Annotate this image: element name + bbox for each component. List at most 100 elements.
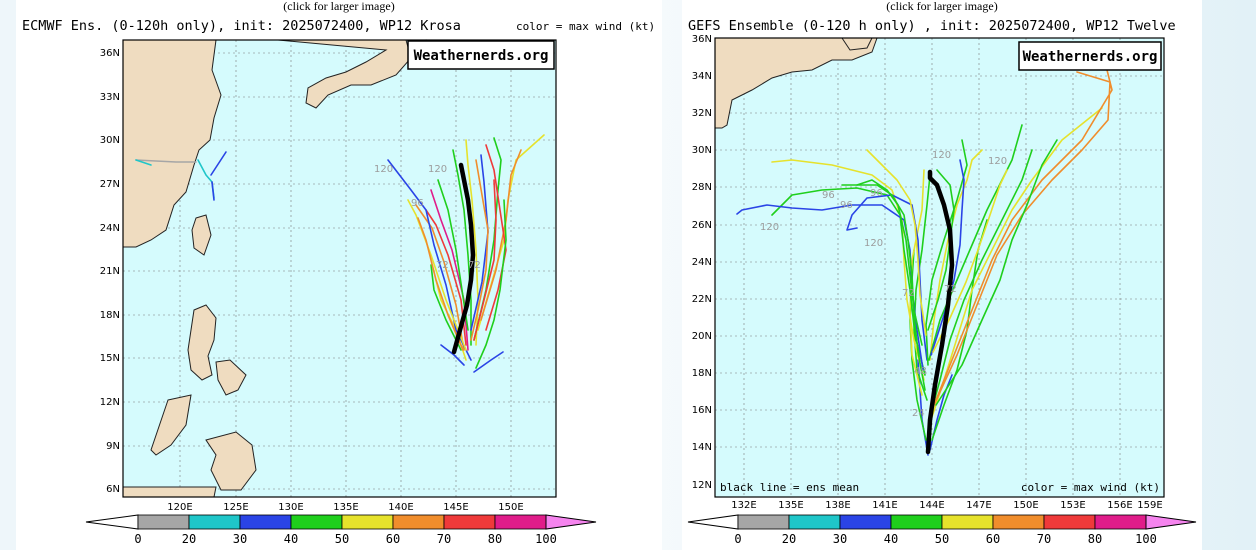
- left-ens-mean-track: [451, 162, 476, 355]
- svg-text:96: 96: [411, 198, 424, 209]
- svg-text:120: 120: [864, 238, 883, 249]
- svg-text:6N: 6N: [106, 484, 120, 495]
- gefs-panel[interactable]: (click for larger image) GEFS Ensemble (…: [682, 0, 1202, 550]
- right-title: GEFS Ensemble (0-120 h only) , init: 202…: [688, 18, 1176, 34]
- svg-text:Weathernerds.org: Weathernerds.org: [1023, 49, 1158, 65]
- svg-text:156E: 156E: [1107, 500, 1132, 511]
- right-caption-link[interactable]: (click for larger image): [886, 0, 998, 13]
- svg-text:135E: 135E: [333, 502, 358, 513]
- left-cbar-0: 0: [134, 532, 142, 546]
- right-colorbar: [687, 514, 1197, 530]
- svg-text:21N: 21N: [100, 266, 120, 277]
- svg-text:34N: 34N: [692, 71, 712, 82]
- svg-text:24N: 24N: [692, 257, 712, 268]
- svg-text:27N: 27N: [100, 179, 120, 190]
- svg-text:130E: 130E: [278, 502, 303, 513]
- svg-text:72: 72: [944, 284, 957, 295]
- left-map[interactable]: 120 96 120 72 72 Weathernerds.org 36N 33…: [16, 0, 662, 550]
- svg-text:48: 48: [914, 366, 927, 377]
- svg-text:22N: 22N: [692, 294, 712, 305]
- svg-text:145E: 145E: [443, 502, 468, 513]
- svg-text:120: 120: [428, 164, 447, 175]
- svg-text:96: 96: [870, 188, 883, 199]
- right-grid: [715, 38, 1164, 497]
- right-cbar-0: 0: [734, 532, 742, 546]
- left-cbar-60: 60: [385, 532, 401, 546]
- svg-text:24N: 24N: [100, 223, 120, 234]
- svg-text:18N: 18N: [100, 310, 120, 321]
- left-lon-axis: 120E 125E 130E 135E 140E 145E 150E: [167, 502, 523, 513]
- svg-text:12N: 12N: [100, 397, 120, 408]
- svg-text:147E: 147E: [966, 500, 991, 511]
- left-cbar-20: 20: [181, 532, 197, 546]
- left-cbar-30: 30: [232, 532, 248, 546]
- right-cbar-70: 70: [1036, 532, 1052, 546]
- svg-text:132E: 132E: [731, 500, 756, 511]
- ecmwf-panel[interactable]: (click for larger image) ECMWF Ens. (0-1…: [16, 0, 662, 550]
- svg-text:120: 120: [932, 150, 951, 161]
- svg-text:120: 120: [374, 164, 393, 175]
- svg-text:14N: 14N: [692, 442, 712, 453]
- svg-text:12N: 12N: [692, 480, 712, 491]
- left-cbar-80: 80: [487, 532, 503, 546]
- svg-text:18N: 18N: [692, 368, 712, 379]
- svg-text:144E: 144E: [919, 500, 944, 511]
- right-cbar-40: 40: [883, 532, 899, 546]
- right-wind-legend-label: color = max wind (kt): [1021, 481, 1160, 494]
- left-watermark: Weathernerds.org: [407, 40, 555, 70]
- right-cbar-100: 100: [1135, 532, 1157, 546]
- right-cbar-60: 60: [985, 532, 1001, 546]
- svg-text:159E: 159E: [1137, 500, 1162, 511]
- right-lon-axis: 132E 135E 138E 141E 144E 147E 150E 153E …: [731, 500, 1162, 511]
- svg-text:135E: 135E: [778, 500, 803, 511]
- svg-text:150E: 150E: [498, 502, 523, 513]
- svg-text:32N: 32N: [692, 108, 712, 119]
- svg-text:36N: 36N: [692, 34, 712, 45]
- right-hour-labels: 120 96 120 96 120 72 72 48 24 96 120: [760, 150, 1007, 419]
- svg-text:138E: 138E: [825, 500, 850, 511]
- left-grid: [123, 40, 556, 497]
- right-cbar-80: 80: [1087, 532, 1103, 546]
- right-cbar-20: 20: [781, 532, 797, 546]
- svg-text:28N: 28N: [692, 182, 712, 193]
- svg-text:150E: 150E: [1013, 500, 1038, 511]
- svg-text:20N: 20N: [692, 331, 712, 342]
- svg-text:141E: 141E: [872, 500, 897, 511]
- svg-text:140E: 140E: [388, 502, 413, 513]
- left-hour-labels: 120 96 120 72 72: [374, 164, 481, 271]
- svg-text:125E: 125E: [223, 502, 248, 513]
- left-colorbar: [85, 514, 597, 530]
- svg-text:30N: 30N: [692, 145, 712, 156]
- left-cbar-100: 100: [535, 532, 557, 546]
- right-landmass: [714, 37, 878, 129]
- left-ensemble-tracks: [135, 134, 545, 373]
- svg-text:30N: 30N: [100, 135, 120, 146]
- svg-text:9N: 9N: [106, 441, 120, 452]
- left-cbar-70: 70: [436, 532, 452, 546]
- left-caption-link[interactable]: (click for larger image): [283, 0, 395, 13]
- right-lat-axis: 36N 34N 32N 30N 28N 26N 24N 22N 20N 18N …: [692, 34, 712, 491]
- left-wind-legend-label: color = max wind (kt): [516, 20, 656, 33]
- svg-text:15N: 15N: [100, 353, 120, 364]
- svg-text:96: 96: [822, 190, 835, 201]
- right-ens-mean-note: black line = ens mean: [720, 481, 859, 494]
- svg-text:120E: 120E: [167, 502, 192, 513]
- left-cbar-50: 50: [334, 532, 350, 546]
- svg-text:96: 96: [840, 200, 853, 211]
- svg-text:153E: 153E: [1060, 500, 1085, 511]
- svg-text:36N: 36N: [100, 48, 120, 59]
- right-map[interactable]: 120 96 120 96 120 72 72 48 24 96 120 Wea…: [682, 0, 1202, 550]
- svg-text:120: 120: [760, 222, 779, 233]
- svg-text:120: 120: [988, 156, 1007, 167]
- svg-text:16N: 16N: [692, 405, 712, 416]
- svg-text:72: 72: [468, 260, 481, 271]
- right-cbar-50: 50: [934, 532, 950, 546]
- svg-text:Weathernerds.org: Weathernerds.org: [414, 48, 549, 64]
- svg-text:72: 72: [902, 288, 915, 299]
- svg-text:24: 24: [912, 408, 925, 419]
- svg-text:72: 72: [436, 260, 449, 271]
- left-cbar-40: 40: [283, 532, 299, 546]
- svg-text:33N: 33N: [100, 92, 120, 103]
- left-landmass: [122, 39, 432, 498]
- svg-text:26N: 26N: [692, 220, 712, 231]
